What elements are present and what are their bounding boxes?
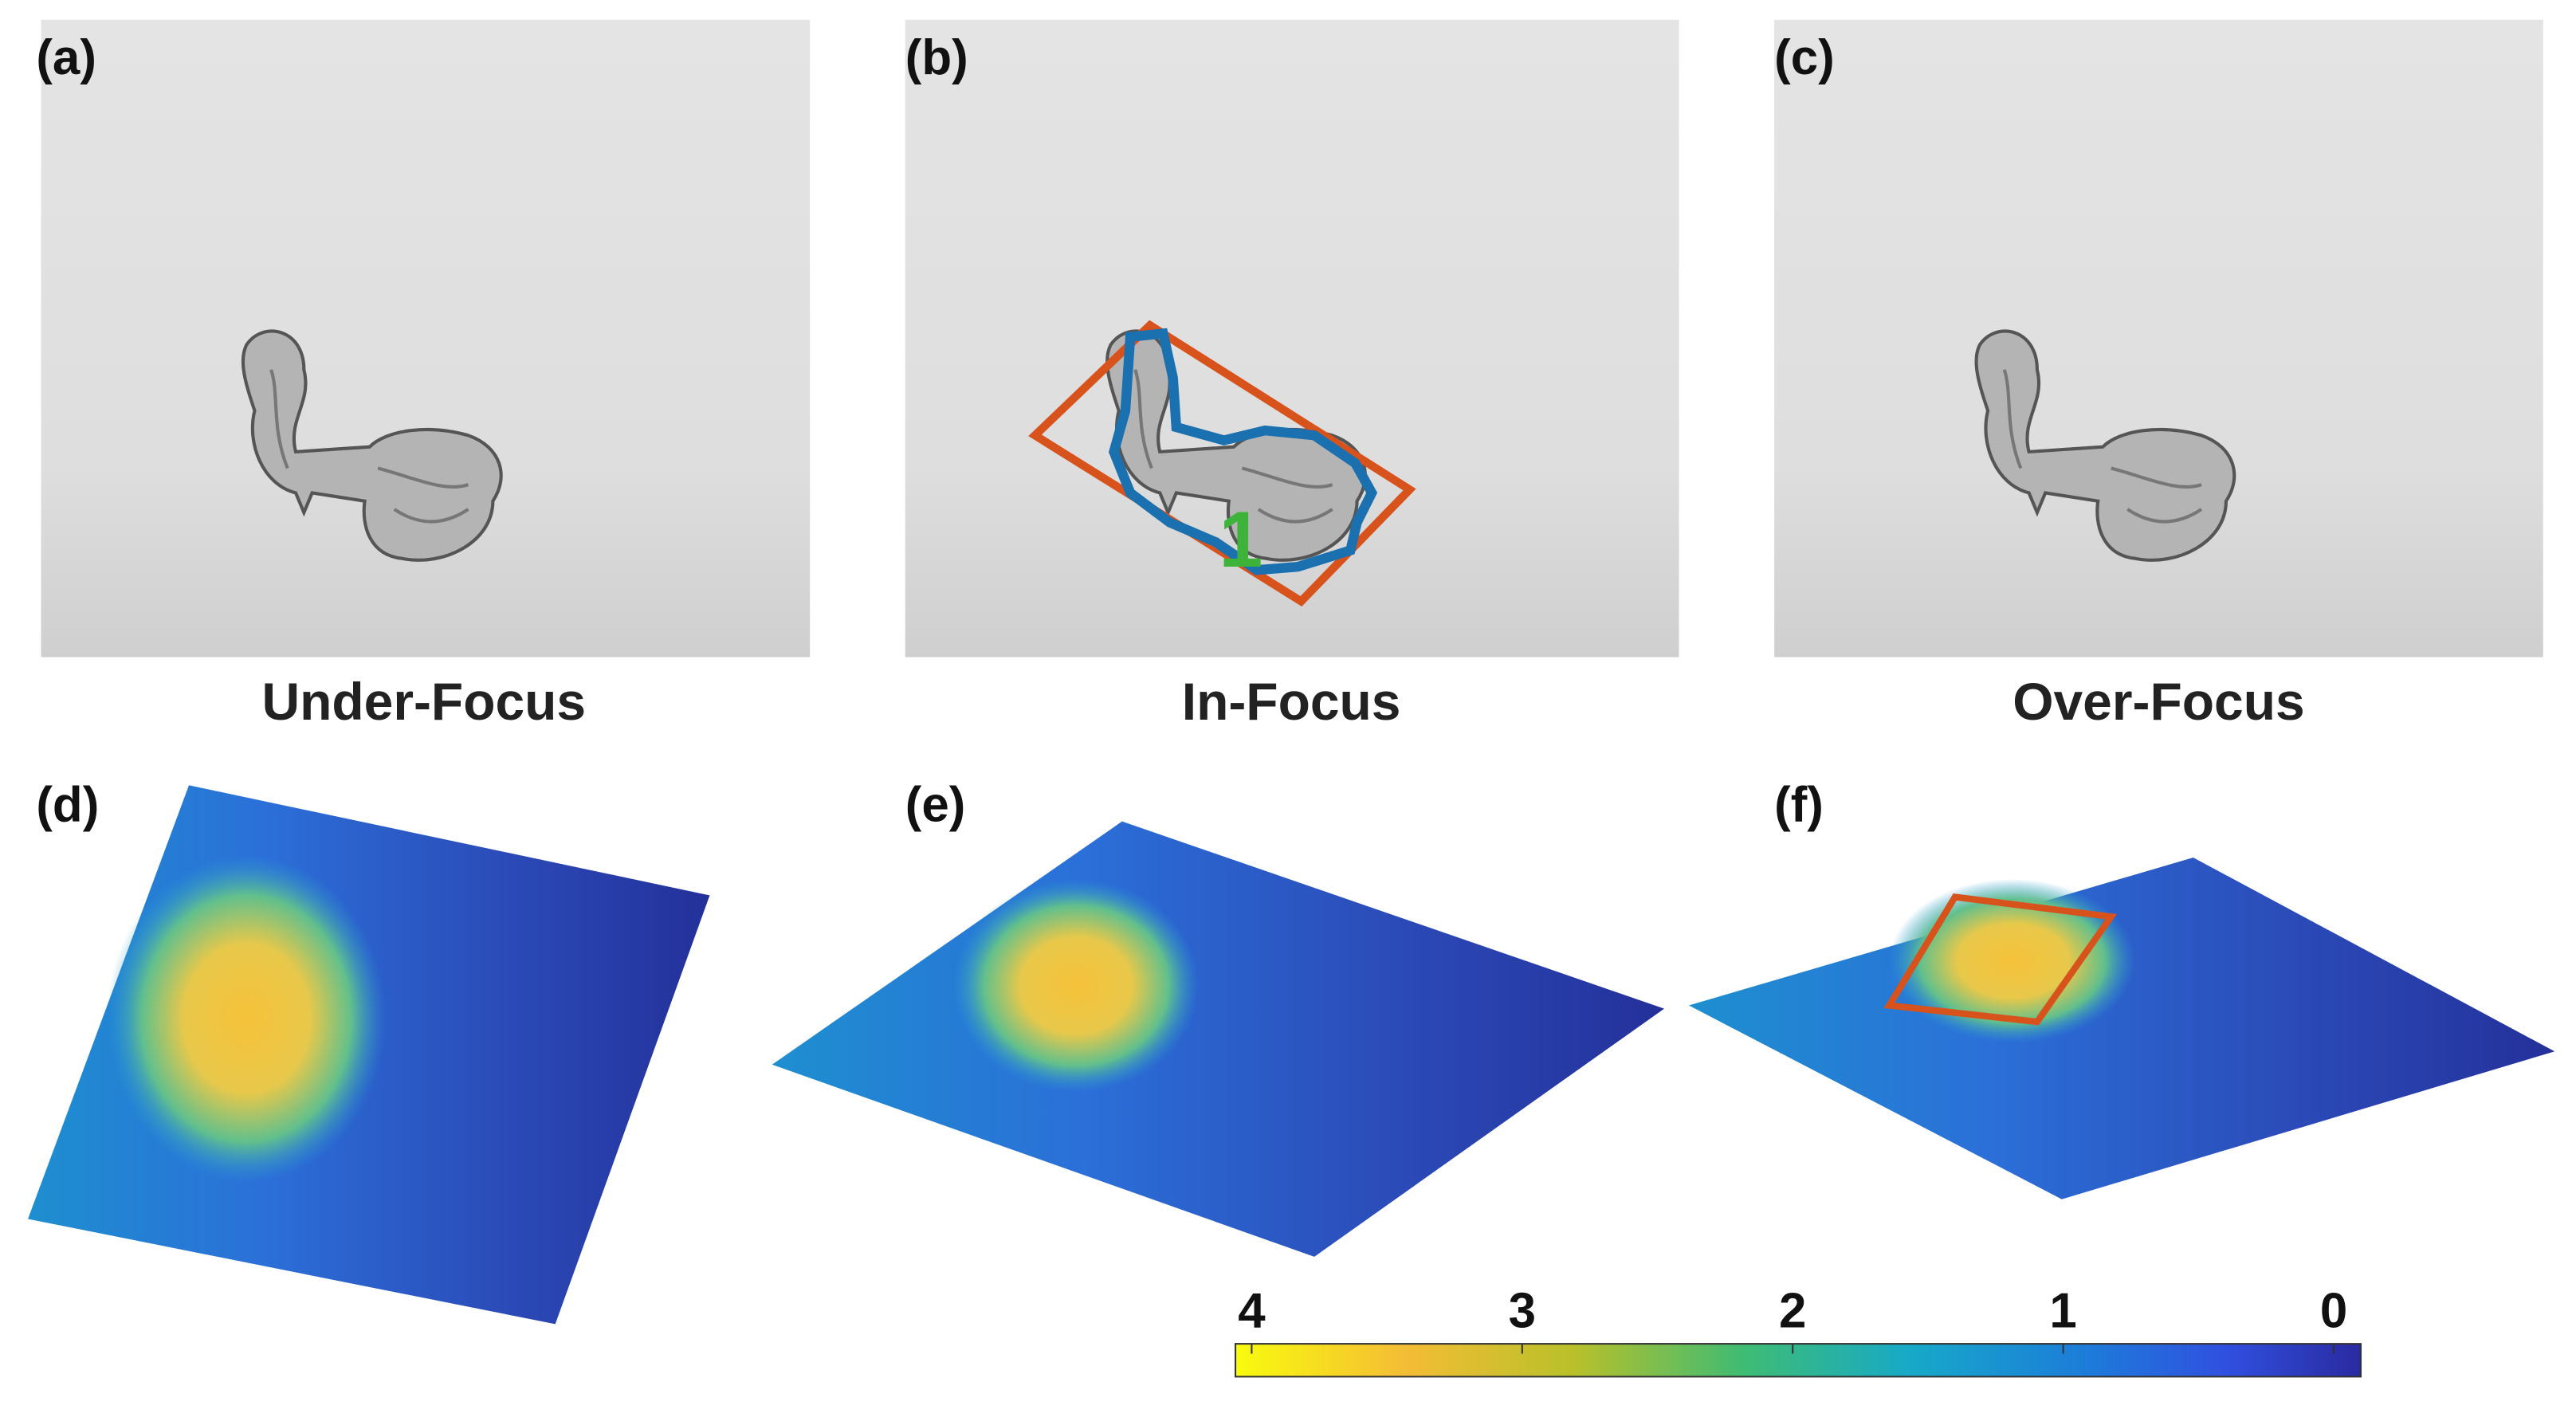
panel-label: (b) bbox=[905, 30, 968, 85]
panel-caption: Under-Focus bbox=[261, 672, 586, 731]
panel-caption: In-Focus bbox=[1182, 672, 1401, 731]
hot-region bbox=[1889, 878, 2136, 1043]
colorbar bbox=[1235, 1343, 2362, 1378]
panel-label: (c) bbox=[1774, 30, 1835, 85]
hot-region bbox=[952, 878, 1200, 1093]
bounding-box bbox=[1028, 320, 1416, 607]
colorbar-tick-label: 3 bbox=[1509, 1284, 1536, 1339]
colorbar-tick-label: 1 bbox=[2049, 1284, 2076, 1339]
panel-label: (f) bbox=[1774, 778, 1824, 833]
colorbar-tick-label: 0 bbox=[2320, 1284, 2347, 1339]
hot-region bbox=[106, 854, 387, 1184]
cell-outline bbox=[1108, 328, 1378, 575]
panel-caption: Over-Focus bbox=[2012, 672, 2304, 731]
colorbar-tick-label: 4 bbox=[1238, 1284, 1266, 1339]
object-id: 1 bbox=[1219, 495, 1262, 583]
panel-label: (d) bbox=[36, 778, 99, 833]
panel-label: (a) bbox=[36, 30, 96, 85]
micrograph bbox=[905, 19, 1679, 658]
panel-label: (e) bbox=[905, 778, 966, 833]
colorbar-tick-label: 2 bbox=[1779, 1284, 1806, 1339]
bounding-box bbox=[1883, 893, 2117, 1026]
